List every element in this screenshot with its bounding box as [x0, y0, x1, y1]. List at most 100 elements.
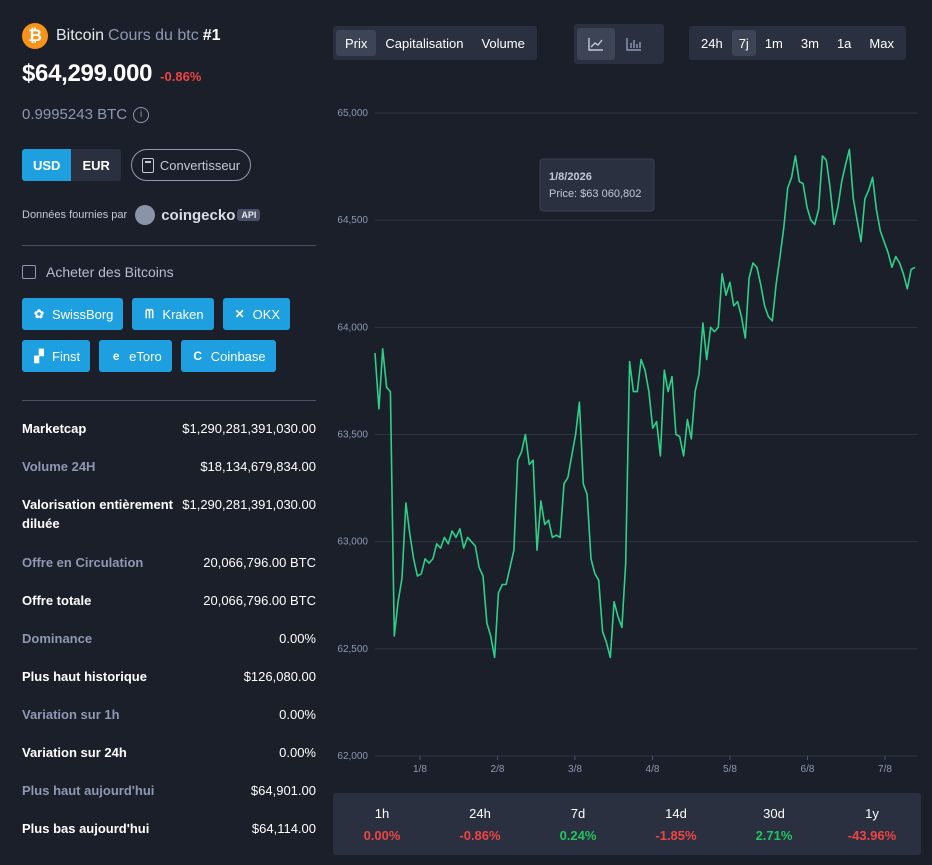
coingecko-logo-icon [135, 205, 156, 225]
stat-value: $64,901.00 [250, 783, 316, 798]
stat-label: Volume 24H [22, 459, 96, 474]
swissborg-icon: ✿ [33, 307, 45, 321]
stat-label: Variation sur 24h [22, 745, 127, 760]
stat-row: Dominance 0.00% [22, 629, 316, 667]
exchange-label: Finst [52, 348, 81, 364]
buy-label: Acheter des Bitcoins [46, 264, 174, 280]
coin-subtitle: Cours du btc [108, 27, 199, 44]
range-7j-button[interactable]: 7j [731, 30, 756, 56]
chart-type-toggle [574, 24, 664, 64]
tab-price[interactable]: Prix [336, 30, 377, 56]
kraken-icon: ᗰ [145, 306, 154, 321]
exchange-label: eToro [129, 348, 162, 364]
stat-label: Valorisation entièrement diluée [22, 497, 173, 531]
price-row: $64,299.000 -0.86% [22, 60, 316, 88]
price-chart[interactable]: 65,000 64,500 64,000 63,500 63,000 62,500 62,0… [320, 90, 920, 780]
api-badge: API [237, 209, 261, 221]
converter-label: Convertisseur [159, 157, 241, 173]
data-source: Données fournies par coingecko API [22, 205, 316, 225]
tab-marketcap[interactable]: Capitalisation [385, 35, 464, 51]
perf-label: 24h [469, 805, 491, 821]
usd-button[interactable]: USD [22, 149, 72, 181]
stat-value: 0.00% [279, 707, 316, 722]
coin-sidebar: ₿ Bitcoin Cours du btc #1 $64,299.000 -0… [22, 22, 316, 857]
stat-label: Dominance [22, 631, 93, 646]
perf-label: 1h [374, 805, 390, 821]
stat-row: Offre totale 20,066,796.00 BTC [22, 591, 316, 629]
perf-label: 30d [763, 805, 785, 821]
y-tick-label: 64,000 [337, 322, 368, 333]
info-icon[interactable]: i [133, 106, 150, 123]
exchange-etoro-button[interactable]: e eToro [99, 340, 172, 372]
exchange-kraken-button[interactable]: ᗰ Kraken [132, 298, 214, 330]
perf-label: 7d [570, 805, 586, 821]
range-1a-button[interactable]: 1a [836, 35, 852, 51]
perf-cell: 30d 2.71% [725, 793, 823, 855]
range-24h-button[interactable]: 24h [701, 35, 723, 51]
okx-icon: ✕ [234, 307, 245, 321]
converter-button[interactable]: Convertisseur [130, 149, 252, 181]
x-tick-label: 2/8 [491, 764, 505, 775]
stat-label: Plus bas aujourd'hui [22, 821, 150, 836]
perf-value: -43.96% [847, 827, 897, 843]
exchange-finst-button[interactable]: ▞ Finst [22, 340, 91, 372]
stat-label: Offre en Circulation [22, 555, 144, 570]
stat-value: 20,066,796.00 BTC [203, 593, 316, 608]
buy-section-title: Acheter des Bitcoins [22, 264, 316, 280]
stat-value: 0.00% [279, 745, 316, 760]
x-tick-label: 3/8 [568, 764, 582, 775]
eur-button[interactable]: EUR [71, 149, 121, 181]
tab-volume[interactable]: Volume [481, 35, 525, 51]
source-label: Données fournies par [22, 209, 128, 221]
exchange-coinbase-button[interactable]: C Coinbase [180, 340, 276, 372]
perf-cell: 1h 0.00% [333, 793, 431, 855]
exchange-swissborg-button[interactable]: ✿ SwissBorg [22, 298, 124, 330]
range-Max-button[interactable]: Max [869, 35, 894, 51]
stat-row: Offre en Circulation 20,066,796.00 BTC [22, 553, 316, 591]
perf-label: 14d [665, 805, 687, 821]
x-tick-label: 6/8 [801, 764, 815, 775]
x-tick-label: 1/8 [413, 764, 427, 775]
y-tick-label: 65,000 [337, 108, 368, 119]
line-chart-button[interactable] [577, 28, 615, 60]
bar-chart-icon [626, 38, 641, 51]
bar-chart-button[interactable] [615, 28, 653, 60]
x-tick-label: 4/8 [646, 764, 660, 775]
stat-row: Variation sur 24h 0.00% [22, 743, 316, 781]
stat-row: Plus haut aujourd'hui $64,901.00 [22, 781, 316, 819]
perf-value: 2.71% [755, 827, 793, 843]
y-tick-label: 62,500 [337, 644, 368, 655]
stat-row: Volume 24H $18,134,679,834.00 [22, 457, 316, 495]
exchange-label: SwissBorg [52, 306, 114, 322]
y-tick-label: 63,000 [337, 537, 368, 548]
stat-label: Marketcap [22, 421, 87, 436]
price-line [374, 148, 916, 659]
stat-row: Variation sur 1h 0.00% [22, 705, 316, 743]
coin-header: ₿ Bitcoin Cours du btc #1 [22, 22, 316, 50]
metric-tabs: Prix Capitalisation Volume [333, 26, 537, 60]
range-3m-button[interactable]: 3m [800, 35, 819, 51]
perf-value: -1.85% [655, 827, 697, 843]
perf-cell: 7d 0.24% [529, 793, 627, 855]
stat-label: Variation sur 1h [22, 707, 120, 722]
range-1m-button[interactable]: 1m [764, 35, 783, 51]
price-change: -0.86% [160, 69, 202, 84]
stat-value: $1,290,281,391,030.00 [182, 421, 316, 436]
stat-value: $18,134,679,834.00 [200, 459, 316, 474]
perf-value: -0.86% [459, 827, 501, 843]
perf-value: 0.24% [559, 827, 597, 843]
perf-cell: 24h -0.86% [431, 793, 529, 855]
stat-row: Marketcap $1,290,281,391,030.00 [22, 419, 316, 457]
exchange-okx-button[interactable]: ✕ OKX [222, 298, 291, 330]
x-tick-label: 7/8 [878, 764, 892, 775]
range-selector: 24h 7j 1m 3m 1a Max [689, 26, 906, 60]
exchange-label: OKX [252, 306, 281, 322]
y-tick-label: 64,500 [337, 215, 368, 226]
y-tick-label: 63,500 [337, 430, 368, 441]
finst-icon: ▞ [34, 349, 44, 363]
coingecko-name[interactable]: coingecko [161, 206, 236, 224]
perf-value: 0.00% [363, 827, 401, 843]
coin-price: $64,299.000 [22, 60, 153, 87]
calculator-icon [141, 157, 154, 173]
